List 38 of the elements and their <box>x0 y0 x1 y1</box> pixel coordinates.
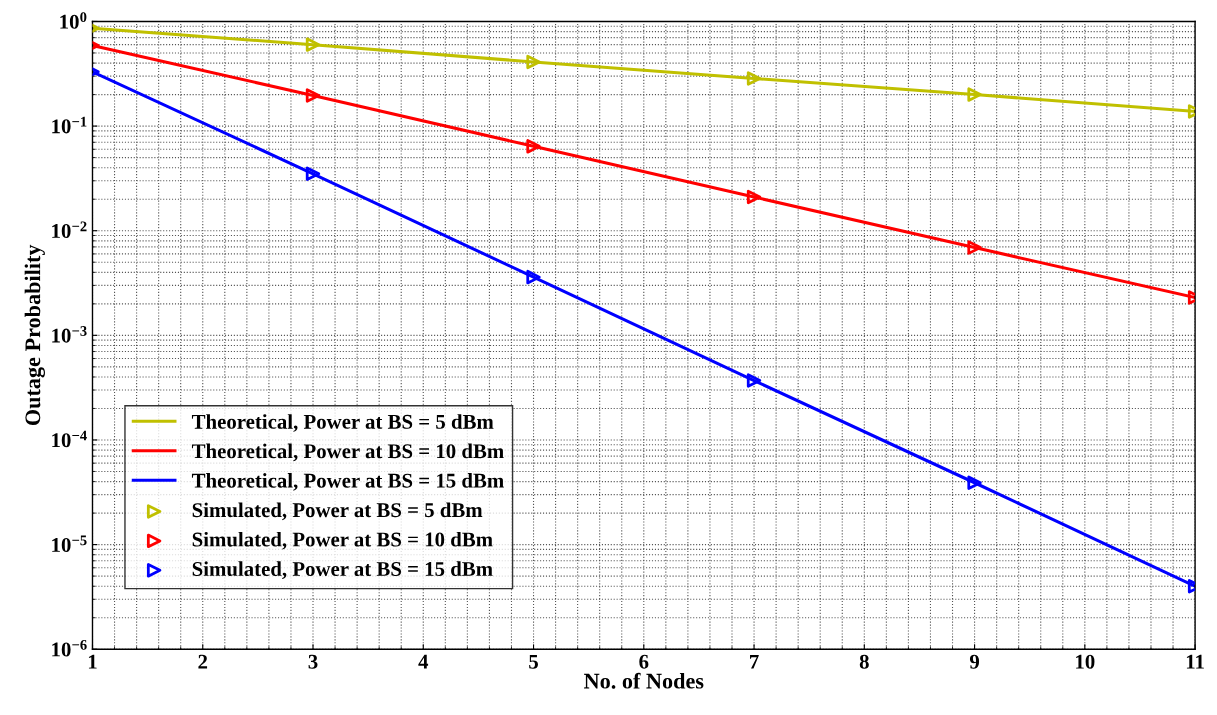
y-tick-label: 10$^{−2}$ <box>52 221 87 239</box>
x-tick-label: 4 <box>418 654 429 669</box>
x-tick-label: 1 <box>88 654 97 669</box>
x-tick-label: 5 <box>529 654 538 669</box>
point <box>305 166 321 181</box>
point <box>967 87 982 102</box>
legend-label: Simulated, Power at BS = 5 dBm <box>192 502 483 521</box>
legend-label: Theoretical, Power at BS = 10 dBm <box>191 443 504 462</box>
x-tick-label: 10 <box>1076 654 1095 669</box>
x-tick-label: 8 <box>859 654 869 669</box>
y-tick-label: 10$^{−4}$ <box>52 430 87 448</box>
point <box>746 71 762 86</box>
legend-label: Simulated, Power at BS = 15 dBm <box>192 561 493 580</box>
x-tick-label: 2 <box>198 654 208 669</box>
point <box>526 269 541 285</box>
y-axis-title: Outage Probability <box>24 244 45 426</box>
x-tick-label: 7 <box>750 654 759 669</box>
x-tick-label: 3 <box>308 654 318 669</box>
x-tick-label: 6 <box>639 654 649 669</box>
legend-label: Theoretical, Power at BS = 5 dBm <box>191 414 494 432</box>
y-tick-label: 10$^{−1}$ <box>52 116 87 134</box>
point <box>305 88 321 103</box>
point <box>967 240 982 255</box>
x-axis-title: No. of Nodes <box>584 672 704 689</box>
y-tick-label: 10$^{−3}$ <box>52 326 87 343</box>
legend-label: Simulated, Power at BS = 10 dBm <box>192 531 493 550</box>
y-tick-label: 10$^{0}$ <box>60 12 87 29</box>
point <box>526 54 541 70</box>
y-tick-label: 10$^{−5}$ <box>52 535 87 553</box>
point <box>746 373 762 388</box>
y-tick-label: 10$^{−6}$ <box>52 639 87 657</box>
legend-label: Theoretical, Power at BS = 15 dBm <box>191 473 504 491</box>
point <box>526 139 541 154</box>
point <box>967 475 982 490</box>
x-tick-label: 11 <box>1186 654 1204 669</box>
point <box>746 189 762 205</box>
point <box>305 37 321 52</box>
x-tick-label: 9 <box>969 654 980 669</box>
